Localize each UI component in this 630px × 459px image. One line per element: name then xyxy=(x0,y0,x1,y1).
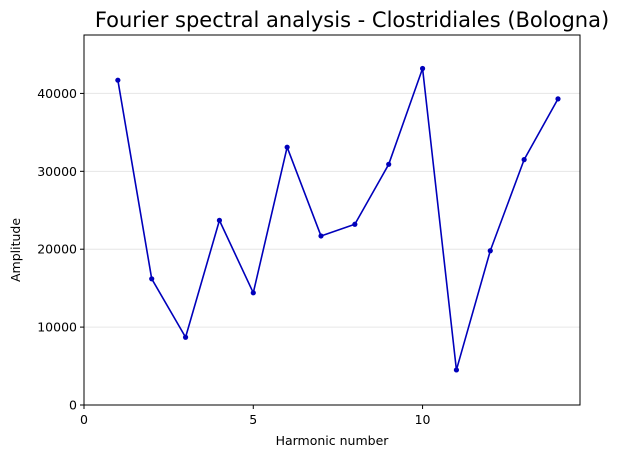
data-point xyxy=(419,65,426,72)
data-point xyxy=(352,221,358,227)
grid xyxy=(84,92,580,328)
axes-frame xyxy=(83,34,581,406)
y-tick-label: 30000 xyxy=(37,164,77,179)
x-tick-label: 5 xyxy=(249,412,257,427)
ticks: 0 10000 20000 30000 40000 0 5 10 xyxy=(37,86,430,427)
data-point xyxy=(182,334,189,340)
y-axis-label: Amplitude xyxy=(8,218,23,282)
x-tick-label: 0 xyxy=(80,412,88,427)
y-tick-label: 40000 xyxy=(37,86,77,101)
data-point xyxy=(250,290,256,296)
series-line xyxy=(117,67,559,371)
data-point xyxy=(386,161,392,167)
data-point xyxy=(453,367,460,373)
data-point xyxy=(487,248,493,254)
data-point xyxy=(115,77,121,83)
data-point xyxy=(318,233,324,239)
data-point xyxy=(555,96,561,102)
data-point xyxy=(284,144,290,150)
y-tick-label: 10000 xyxy=(37,320,77,335)
y-tick-label: 20000 xyxy=(37,242,77,257)
data-point xyxy=(521,157,527,163)
x-tick-label: 10 xyxy=(415,412,431,427)
data-point xyxy=(216,217,223,223)
y-tick-label: 0 xyxy=(69,398,77,413)
chart-title: Fourier spectral analysis - Clostridiale… xyxy=(95,8,609,32)
series-layer xyxy=(115,65,561,373)
data-point xyxy=(149,276,155,282)
x-axis-label: Harmonic number xyxy=(276,433,390,448)
